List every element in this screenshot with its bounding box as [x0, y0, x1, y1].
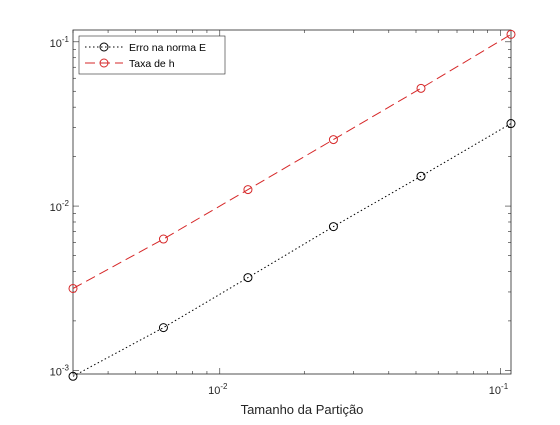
data-point-2: [243, 185, 253, 195]
y-tick-label: 10-2: [50, 199, 70, 214]
series-layer: [68, 29, 516, 381]
x-axis-label: Tamanho da Partição: [241, 402, 364, 417]
legend-marker: [99, 58, 109, 68]
legend: Erro na norma E Taxa de h: [78, 35, 226, 75]
plot-area: [72, 29, 512, 375]
data-point-2: [506, 29, 516, 39]
data-point-2: [328, 135, 338, 145]
data-point-2: [158, 234, 168, 244]
x-tick-label: 10-2: [208, 382, 228, 397]
data-point-1: [506, 119, 516, 129]
data-point-1: [68, 371, 78, 381]
data-point-2: [416, 83, 426, 93]
axes-layer: 10-2 10-1 10-3 10-2 10-1: [50, 29, 512, 397]
data-point-2: [68, 283, 78, 293]
legend-marker: [99, 42, 109, 52]
data-point-1: [158, 323, 168, 333]
legend-label: Erro na norma E: [129, 42, 206, 54]
data-point-1: [243, 273, 253, 283]
legend-box: [78, 35, 226, 75]
y-tick-label: 10-3: [50, 363, 70, 378]
data-point-1: [328, 222, 338, 232]
y-tick-label: 10-1: [50, 35, 70, 50]
legend-label: Taxa de h: [129, 58, 175, 70]
data-point-1: [416, 171, 426, 181]
x-tick-label: 10-1: [489, 382, 509, 397]
